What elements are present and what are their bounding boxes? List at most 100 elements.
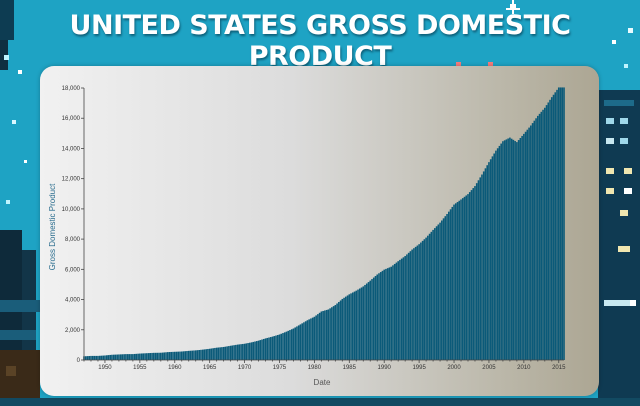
bar	[184, 351, 187, 360]
bar	[444, 216, 447, 360]
bar	[383, 269, 386, 360]
bar	[378, 273, 380, 360]
bar	[346, 295, 349, 360]
y-tick-label: 2,000	[65, 328, 81, 334]
bar	[379, 272, 382, 360]
y-tick-label: 4,000	[65, 298, 81, 304]
bar	[465, 195, 468, 360]
bar	[228, 346, 230, 360]
bar	[540, 111, 543, 360]
x-tick-label: 2010	[517, 365, 531, 371]
x-tick-label: 2015	[552, 365, 566, 371]
bar	[505, 139, 508, 360]
bar	[133, 353, 136, 360]
y-tick-label: 16,000	[62, 116, 81, 122]
bar	[142, 353, 145, 360]
bar	[339, 300, 342, 360]
bar	[526, 129, 529, 360]
bar	[446, 214, 448, 360]
bar	[411, 249, 413, 360]
bar	[254, 341, 256, 360]
bar	[128, 354, 131, 360]
bar	[448, 211, 450, 360]
x-tick-label: 1990	[378, 365, 392, 371]
bar	[369, 280, 372, 360]
bar	[144, 353, 146, 360]
bar	[285, 331, 288, 360]
y-tick-label: 6,000	[65, 267, 81, 273]
bar	[355, 290, 358, 360]
bar	[531, 123, 534, 360]
bar	[132, 354, 134, 360]
bar	[245, 343, 248, 360]
bar	[386, 268, 389, 360]
bar	[404, 256, 406, 360]
bar	[105, 355, 108, 360]
bar	[364, 284, 366, 360]
bar	[233, 345, 235, 360]
bar	[290, 329, 293, 360]
bar	[196, 350, 199, 360]
bar	[468, 192, 471, 360]
bar	[308, 319, 310, 360]
bar	[385, 268, 387, 360]
bar	[343, 297, 345, 360]
bar	[304, 321, 307, 360]
bar	[93, 355, 96, 360]
bar	[472, 188, 475, 360]
bar	[125, 354, 127, 360]
x-tick-label: 1955	[133, 365, 147, 371]
bar	[474, 186, 476, 360]
bar	[484, 168, 487, 360]
bar	[116, 354, 118, 360]
bar	[135, 353, 138, 360]
bar	[331, 307, 333, 360]
bar	[219, 347, 221, 360]
bar	[95, 355, 98, 360]
bar	[193, 350, 195, 360]
bar	[102, 355, 105, 360]
x-tick-label: 1960	[168, 365, 182, 371]
bar	[177, 351, 180, 360]
bar	[259, 340, 262, 360]
bar	[282, 333, 284, 360]
bar	[489, 159, 492, 360]
bar	[524, 131, 527, 360]
bar	[256, 341, 258, 360]
gdp-bar-chart: 0 2,000 4,000 6,000 8,000 10,000 12,000 14,000 1…	[48, 86, 566, 387]
bar	[278, 334, 281, 360]
bar	[509, 137, 511, 360]
bar	[104, 355, 106, 360]
bar	[224, 346, 227, 360]
bar	[303, 322, 305, 360]
bar	[407, 252, 410, 360]
bar	[381, 270, 384, 360]
bar	[266, 337, 269, 360]
bar	[130, 354, 132, 360]
x-tick-label: 1980	[308, 365, 322, 371]
bar	[214, 347, 216, 360]
bar	[514, 140, 516, 360]
chart-card: 0 2,000 4,000 6,000 8,000 10,000 12,000 14,000 1…	[40, 66, 599, 396]
y-tick-label: 12,000	[62, 177, 81, 183]
bar	[292, 328, 295, 360]
bar	[243, 343, 246, 360]
bar	[198, 350, 201, 360]
y-axis-title: Gross Domestic Product	[48, 183, 57, 270]
bar	[315, 315, 317, 360]
bar	[261, 339, 263, 360]
bar	[357, 289, 359, 360]
bar	[271, 336, 274, 360]
bar	[238, 344, 241, 360]
bar	[100, 355, 103, 360]
bar	[161, 352, 164, 360]
bar	[538, 113, 541, 360]
bar	[441, 220, 443, 360]
bar	[273, 336, 276, 360]
bar	[563, 87, 565, 360]
bar	[242, 343, 244, 360]
bar	[320, 311, 323, 360]
bars-group	[83, 87, 565, 361]
bar	[168, 352, 171, 360]
bar	[287, 330, 290, 360]
